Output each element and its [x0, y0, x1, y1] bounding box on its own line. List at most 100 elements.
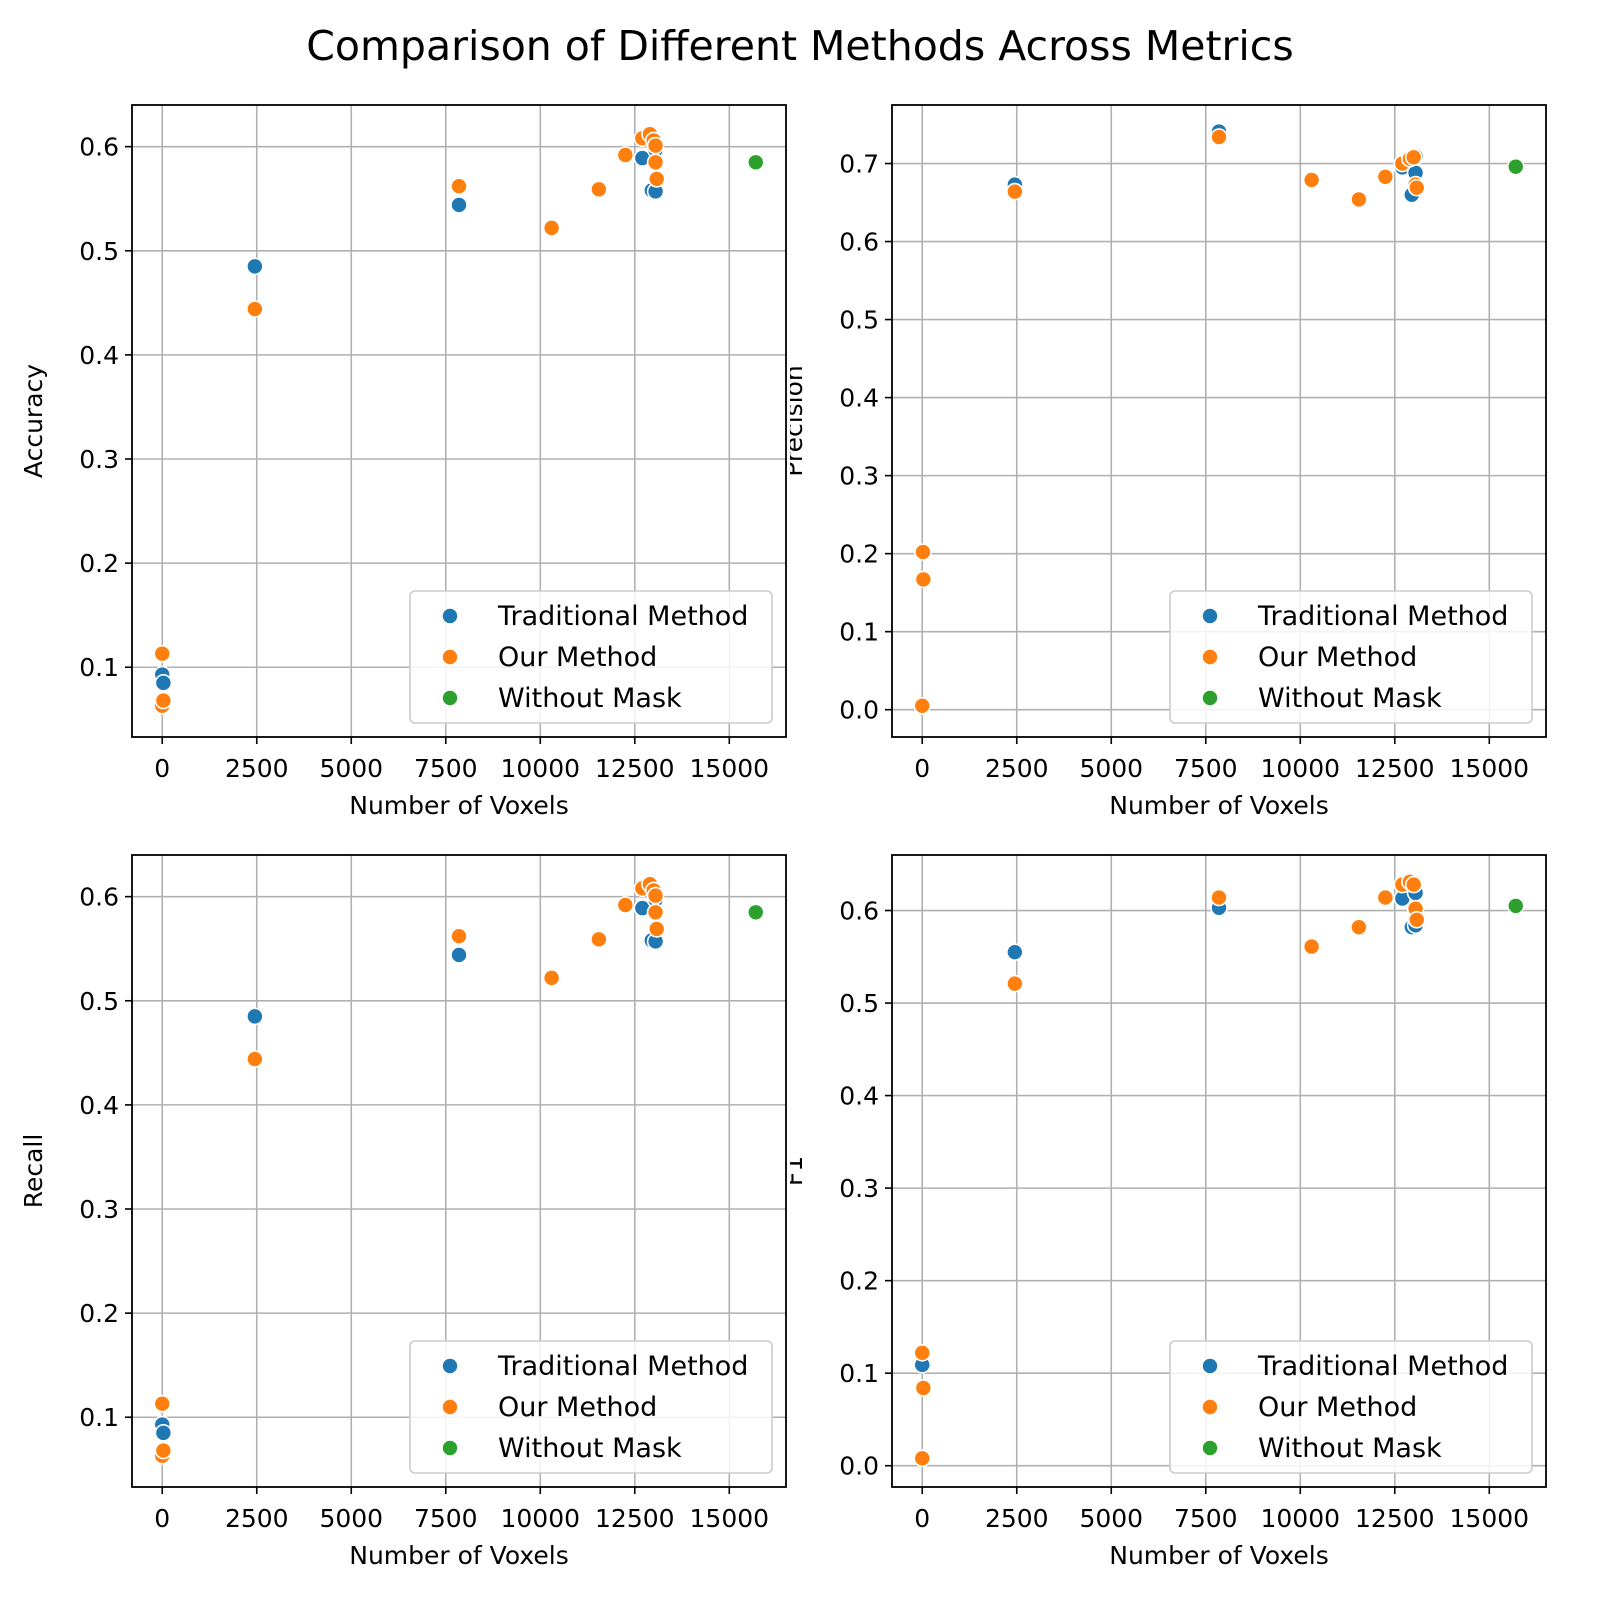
y-tick-label: 0.4 — [839, 384, 879, 413]
x-tick-label: 7500 — [1174, 1504, 1238, 1533]
x-tick-label: 10000 — [1261, 1504, 1341, 1533]
legend: Traditional Method Our Method Without Mask — [409, 590, 773, 724]
legend-label-our-method: Our Method — [1258, 1392, 1417, 1423]
x-tick-label: 7500 — [414, 754, 478, 783]
y-tick-label: 0.5 — [839, 989, 879, 1018]
point-our-method — [1350, 190, 1368, 209]
y-tick-label: 0.5 — [79, 987, 119, 1016]
point-traditional-method — [450, 196, 468, 214]
legend-box — [409, 1340, 773, 1474]
legend-marker-without-mask — [1201, 1439, 1219, 1457]
y-tick-label: 0.3 — [79, 445, 119, 474]
point-our-method — [647, 920, 666, 938]
x-tick-label: 2500 — [225, 754, 289, 783]
y-tick-label: 0.6 — [839, 228, 879, 257]
legend-label-without-mask: Without Mask — [1258, 1433, 1442, 1464]
legend-marker-without-mask — [441, 1439, 459, 1457]
y-tick-label: 0.2 — [79, 549, 119, 578]
data-points — [913, 873, 1525, 1468]
point-without-mask — [1506, 897, 1525, 915]
point-without-mask — [746, 153, 765, 172]
point-our-method — [1302, 937, 1321, 956]
accuracy-chart: 0 2500 5000 7500 10000 12500 15000 0.1 0.2 0.3 0.4… — [19, 104, 787, 820]
x-tick-label: 15000 — [690, 1504, 770, 1533]
point-our-method — [246, 300, 264, 318]
x-tick-label: 2500 — [985, 1504, 1049, 1533]
point-our-method — [1407, 910, 1426, 929]
x-tick-label: 10000 — [501, 1504, 581, 1533]
y-tick-label: 0.6 — [79, 133, 119, 162]
point-without-mask — [1506, 157, 1525, 176]
x-tick-label: 12500 — [1355, 754, 1435, 783]
data-points — [153, 875, 765, 1465]
y-axis-label: Accuracy — [19, 364, 48, 478]
legend-label-without-mask: Without Mask — [498, 1433, 682, 1464]
legend-label-traditional-method: Traditional Method — [497, 1351, 748, 1382]
point-our-method — [154, 691, 173, 710]
x-tick-label: 12500 — [595, 754, 675, 783]
x-tick-label: 15000 — [1450, 1504, 1530, 1533]
point-our-method — [1376, 888, 1395, 907]
y-tick-label: 0.6 — [79, 883, 119, 912]
x-tick-label: 0 — [914, 1504, 930, 1533]
point-our-method — [542, 219, 561, 237]
plot-frame — [891, 854, 1547, 1488]
x-axis-label: Number of Voxels — [1109, 1541, 1328, 1570]
y-tick-label: 0.7 — [839, 150, 879, 179]
x-axis-label: Number of Voxels — [349, 791, 568, 820]
point-our-method — [913, 696, 932, 715]
point-traditional-method — [154, 674, 173, 692]
point-our-method — [646, 136, 665, 155]
point-our-method — [914, 1379, 933, 1397]
point-traditional-method — [450, 946, 468, 964]
point-our-method — [1407, 178, 1426, 197]
x-tick-label: 12500 — [595, 1504, 675, 1533]
point-our-method — [590, 930, 608, 949]
y-tick-label: 0.1 — [79, 653, 119, 682]
point-our-method — [646, 886, 665, 905]
point-our-method — [450, 177, 468, 196]
legend-box — [409, 590, 773, 724]
point-traditional-method — [246, 1007, 264, 1026]
y-tick-label: 0.3 — [839, 1174, 879, 1203]
y-tick-label: 0.5 — [79, 237, 119, 266]
plot-frame — [131, 104, 787, 738]
point-our-method — [1210, 128, 1228, 146]
f1-chart: 0 2500 5000 7500 10000 12500 15000 0.0 0.1 0.2 0.3… — [790, 854, 1547, 1570]
point-our-method — [913, 1449, 932, 1468]
plot-frame — [131, 854, 787, 1488]
legend-marker-traditional-method — [441, 607, 459, 625]
point-our-method — [1210, 888, 1228, 907]
point-traditional-method — [246, 257, 264, 276]
y-tick-label: 0.5 — [839, 306, 879, 335]
plot-frame — [891, 104, 1547, 738]
point-our-method — [1404, 875, 1423, 894]
legend-label-traditional-method: Traditional Method — [497, 601, 748, 632]
y-tick-label: 0.2 — [79, 1299, 119, 1328]
point-our-method — [153, 1394, 172, 1413]
legend-marker-traditional-method — [441, 1357, 459, 1375]
legend: Traditional Method Our Method Without Mask — [409, 1340, 773, 1474]
point-our-method — [1350, 918, 1368, 936]
point-our-method — [590, 180, 608, 199]
x-tick-label: 10000 — [1261, 754, 1341, 783]
x-tick-label: 5000 — [1079, 1504, 1143, 1533]
y-axis-label: Precision — [790, 365, 808, 477]
legend-marker-our-method — [1201, 648, 1219, 666]
y-tick-label: 0.1 — [839, 1359, 879, 1388]
legend-marker-our-method — [441, 1398, 459, 1416]
point-traditional-method — [1006, 943, 1024, 961]
legend-label-our-method: Our Method — [1258, 642, 1417, 673]
x-tick-label: 15000 — [690, 754, 770, 783]
x-tick-label: 5000 — [319, 754, 383, 783]
legend-marker-without-mask — [441, 689, 459, 707]
legend-marker-our-method — [441, 648, 459, 666]
legend-label-traditional-method: Traditional Method — [1257, 601, 1508, 632]
legend-box — [1169, 590, 1533, 724]
y-axis-label: F1 — [790, 1156, 808, 1186]
data-points — [153, 125, 765, 715]
point-our-method — [913, 1344, 932, 1362]
point-our-method — [647, 170, 666, 188]
point-our-method — [646, 153, 665, 172]
x-tick-label: 15000 — [1450, 754, 1530, 783]
